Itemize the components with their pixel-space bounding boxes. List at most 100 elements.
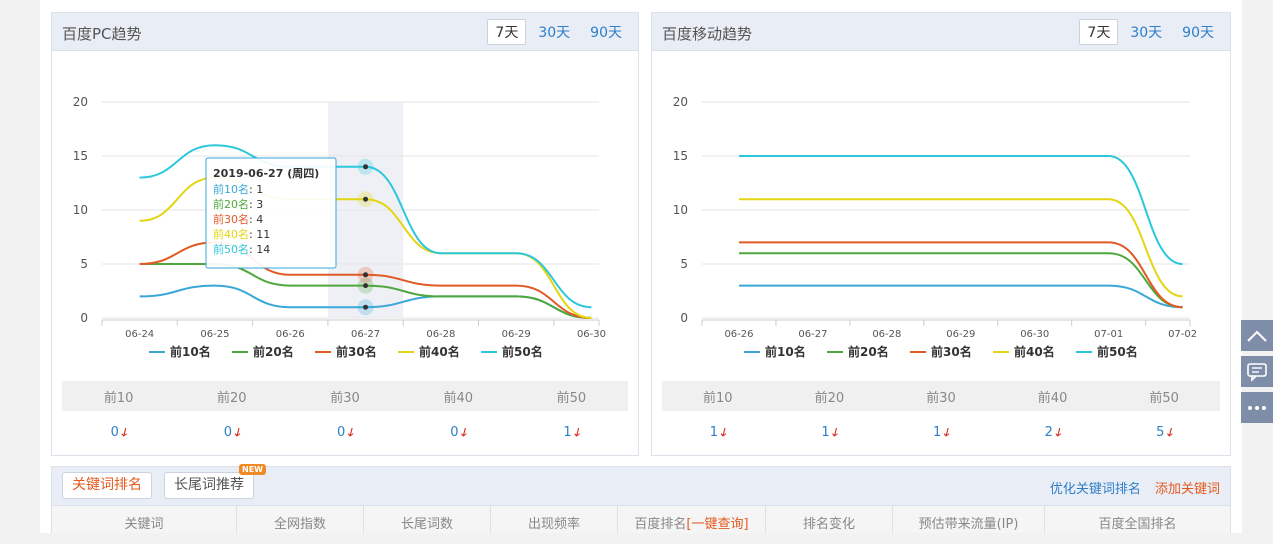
data-point <box>363 272 369 278</box>
arrow-down-icon: 🡓 <box>943 425 949 439</box>
y-tick-label: 10 <box>673 203 688 217</box>
series-line <box>738 198 1183 298</box>
mobile-stat-label-top30: 前30 <box>926 390 956 406</box>
y-tick-label: 10 <box>73 203 88 217</box>
mobile-range-7d[interactable]: 7天 <box>1079 19 1119 45</box>
x-tick-label: 06-27 <box>798 329 827 340</box>
series-line <box>738 155 1183 265</box>
pc-panel-title: 百度PC趋势 <box>62 25 142 43</box>
mobile-range-30d[interactable]: 30天 <box>1130 25 1163 41</box>
x-tick-label: 07-01 <box>1094 329 1123 340</box>
keyword-actions: 优化关键词排名 添加关键词 <box>1050 478 1220 497</box>
y-tick-label: 5 <box>680 257 688 271</box>
pc-stat-top10[interactable]: 0 🡓 <box>110 424 127 440</box>
more-button[interactable] <box>1241 392 1273 423</box>
x-tick-label: 06-29 <box>946 329 975 340</box>
pc-stats-values: 0 🡓 0 🡓 0 🡓 0 🡓 1 🡓 <box>62 411 628 455</box>
arrow-down-icon: 🡓 <box>460 425 467 439</box>
tooltip-date: 2019-06-27 (周四) <box>213 167 319 180</box>
legend-label: 前40名 <box>1014 344 1055 359</box>
x-tick-label: 06-30 <box>577 329 606 340</box>
series-line <box>738 284 1183 309</box>
data-point <box>363 283 369 289</box>
tooltip-row: 前50名: 14 <box>213 242 270 256</box>
series-line <box>139 144 592 309</box>
y-tick-label: 20 <box>73 95 88 109</box>
pc-trend-panel: 百度PC趋势 7天 30天 90天 0 5 10 15 20 06-24 06-25 06-2… <box>51 12 639 456</box>
y-tick-label: 20 <box>673 95 688 109</box>
feedback-button[interactable] <box>1241 356 1273 387</box>
mobile-stat-label-top40: 前40 <box>1037 390 1068 406</box>
x-tick-label: 06-24 <box>125 329 154 340</box>
mobile-stat-top40[interactable]: 2 🡓 <box>1044 424 1061 440</box>
mobile-stat-top20[interactable]: 1 🡓 <box>821 424 838 440</box>
mobile-range-tabs: 7天 30天 90天 <box>1079 19 1222 45</box>
pc-range-7d[interactable]: 7天 <box>487 19 527 45</box>
x-tick-label: 06-28 <box>426 329 455 340</box>
tab-keyword-ranking[interactable]: 关键词排名 <box>62 472 152 499</box>
mobile-stat-top50[interactable]: 5 🡓 <box>1156 424 1173 440</box>
pc-stat-label-top10: 前10 <box>103 390 134 406</box>
tooltip-row: 前40名: 11 <box>213 227 270 241</box>
series-line <box>738 241 1183 309</box>
legend-label: 前50名 <box>1097 344 1138 359</box>
pc-stat-label-top20: 前20 <box>217 390 247 406</box>
x-tick-label: 07-02 <box>1168 329 1197 340</box>
mobile-stats-values: 1 🡓 1 🡓 1 🡓 2 🡓 5 🡓 <box>662 411 1220 455</box>
arrow-down-icon: 🡓 <box>120 425 127 439</box>
pc-stat-label-top30: 前30 <box>330 390 360 406</box>
mobile-stats-header: 前10 前20 前30 前40 前50 <box>662 381 1220 411</box>
pc-stat-top40[interactable]: 0 🡓 <box>450 424 467 440</box>
back-to-top-button[interactable] <box>1241 320 1273 351</box>
tooltip-row: 前10名: 1 <box>213 182 263 196</box>
keyword-section: 关键词排名 长尾词推荐 NEW 优化关键词排名 添加关键词 关键词 全网指数 长… <box>51 464 1231 533</box>
col-national-rank: 百度全国排名 <box>1098 517 1177 532</box>
comment-icon <box>1247 362 1267 382</box>
pc-range-30d[interactable]: 30天 <box>538 25 571 41</box>
legend-label: 前20名 <box>253 344 294 359</box>
arrow-down-icon: 🡓 <box>720 425 726 439</box>
legend-label: 前30名 <box>336 344 377 359</box>
mobile-panel-title: 百度移动趋势 <box>662 25 753 43</box>
one-click-query-link[interactable]: [一键查询] <box>686 517 749 532</box>
arrow-down-icon: 🡓 <box>831 425 838 439</box>
pc-panel-header: 百度PC趋势 7天 30天 90天 <box>52 13 638 51</box>
pc-stat-top30[interactable]: 0 🡓 <box>337 424 354 440</box>
x-tick-label: 06-28 <box>872 329 901 340</box>
pc-stat-top20[interactable]: 0 🡓 <box>223 424 240 440</box>
mobile-range-90d[interactable]: 90天 <box>1182 25 1214 41</box>
add-keyword-link[interactable]: 添加关键词 <box>1154 482 1220 497</box>
pc-range-90d[interactable]: 90天 <box>590 25 622 41</box>
col-traffic: 预估带来流量(IP) <box>893 506 1045 533</box>
pc-trend-chart: 0 5 10 15 20 06-24 06-25 06-26 06-27 06-28 06-29 06… <box>73 95 606 359</box>
mobile-stat-top30[interactable]: 1 🡓 <box>932 424 949 440</box>
data-point <box>363 164 369 170</box>
pc-stats-table: 前10 前20 前30 前40 前50 0 🡓 0 🡓 0 🡓 0 🡓 1 🡓 <box>62 381 628 455</box>
col-rank-change: 排名变化 <box>766 506 893 533</box>
legend-label: 前10名 <box>170 344 211 359</box>
pc-stat-label-top40: 前40 <box>443 390 473 406</box>
optimize-keyword-link[interactable]: 优化关键词排名 <box>1049 482 1141 497</box>
y-tick-label: 15 <box>73 149 88 163</box>
mobile-trend-chart: 0 5 10 15 20 06-26 06-27 06-28 06-29 06-30 07-01 07… <box>673 95 1197 359</box>
pc-stat-label-top50: 前50 <box>556 390 587 406</box>
pc-stat-top50[interactable]: 1 🡓 <box>563 424 580 440</box>
legend-label: 前20名 <box>848 344 889 359</box>
y-tick-label: 5 <box>80 257 88 271</box>
chevron-up-icon <box>1247 330 1267 342</box>
legend-label: 前50名 <box>502 344 543 359</box>
mobile-panel-header: 百度移动趋势 7天 30天 90天 <box>652 13 1230 51</box>
pc-stats-header: 前10 前20 前30 前40 前50 <box>62 381 628 411</box>
arrow-down-icon: 🡓 <box>1054 425 1061 439</box>
x-tick-label: 06-29 <box>502 329 531 340</box>
legend-label: 前30名 <box>931 344 972 359</box>
mobile-stat-top10[interactable]: 1 🡓 <box>709 424 726 440</box>
tooltip-row: 前20名: 3 <box>213 197 263 211</box>
x-tick-label: 06-25 <box>200 329 229 340</box>
mobile-stat-label-top50: 前50 <box>1149 390 1179 406</box>
tab-longtail-recommend[interactable]: 长尾词推荐 <box>164 472 254 499</box>
x-tick-label: 06-26 <box>724 329 753 340</box>
y-tick-label: 15 <box>673 149 688 163</box>
arrow-down-icon: 🡓 <box>1166 425 1173 439</box>
pc-range-tabs: 7天 30天 90天 <box>487 19 630 45</box>
